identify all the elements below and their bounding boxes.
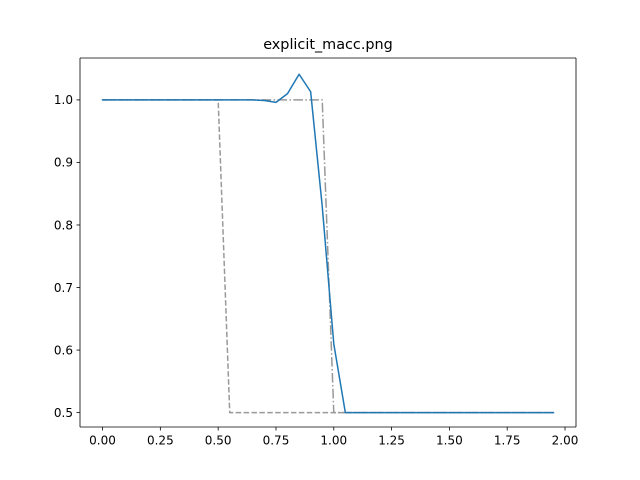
series-layer	[101, 73, 555, 414]
x-tick-label: 1.50	[436, 434, 463, 448]
series-line-solid	[101, 73, 555, 414]
y-tick-label: 0.6	[54, 343, 73, 357]
x-tick-label: 0.50	[205, 434, 232, 448]
chart-title: explicit_macc.png	[263, 37, 393, 53]
x-tick-label: 0.00	[89, 434, 116, 448]
x-tick-label: 0.25	[147, 434, 174, 448]
x-tick-label: 1.00	[320, 434, 347, 448]
y-tick-label: 0.9	[54, 156, 73, 170]
y-tick-label: 0.5	[54, 406, 73, 420]
y-tick-label: 1.0	[54, 93, 73, 107]
axes-layer: 0.00 0.25 0.50 0.75 1.00 1.25 1.50 1.75 2.00 0.5 0…	[54, 57, 579, 448]
x-tick-label: 1.25	[378, 434, 405, 448]
x-tick-label: 1.75	[494, 434, 521, 448]
x-tick-label: 0.75	[263, 434, 290, 448]
x-tick-label: 2.00	[552, 434, 579, 448]
y-tick-label: 0.8	[54, 218, 73, 232]
y-tick-label: 0.7	[54, 281, 73, 295]
